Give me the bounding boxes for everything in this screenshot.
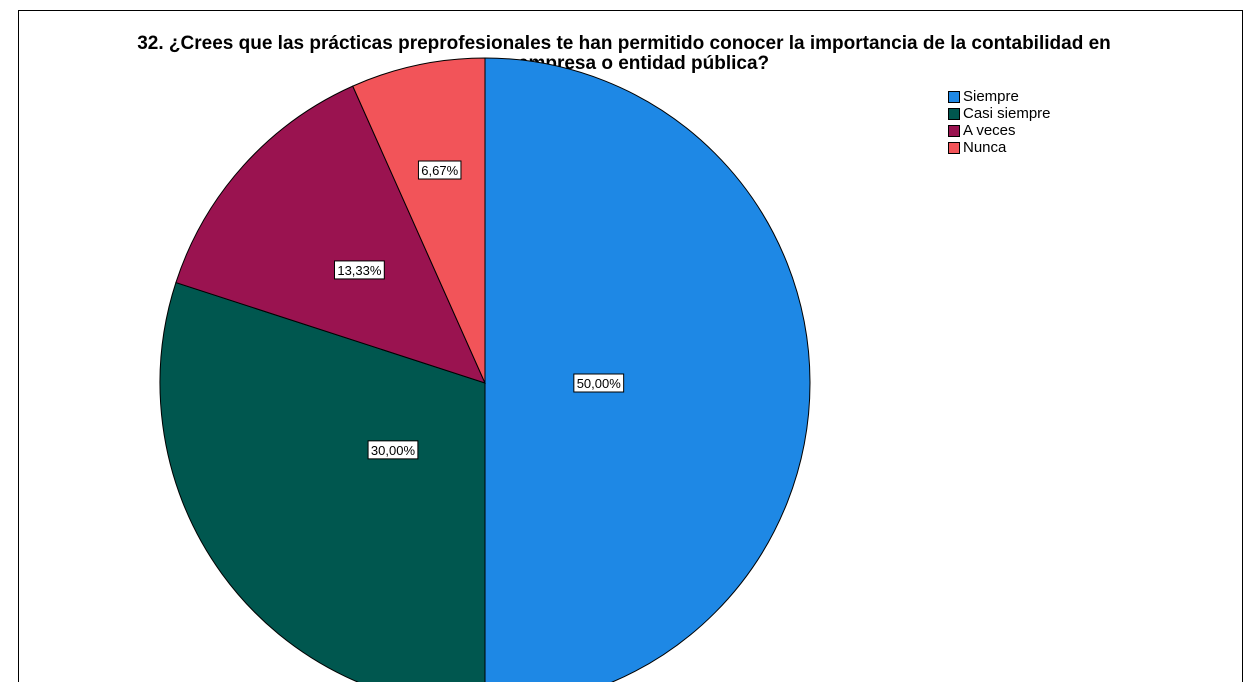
chart-title-line-1: 32. ¿Crees que las prácticas preprofesio… bbox=[137, 33, 1111, 54]
data-label-nunca: 6,67% bbox=[417, 160, 462, 180]
data-label-a-veces: 13,33% bbox=[333, 260, 385, 280]
legend-swatch-siempre bbox=[948, 90, 960, 103]
svg-text:6,67%: 6,67% bbox=[421, 163, 458, 178]
legend-label-siempre: Siempre bbox=[963, 88, 1019, 105]
legend-swatch-nunca bbox=[948, 141, 960, 154]
legend-item-nunca: Nunca bbox=[948, 139, 1051, 156]
legend-item-siempre: Siempre bbox=[948, 88, 1051, 105]
pie-slice-siempre bbox=[484, 57, 811, 682]
pie-slice-nunca bbox=[352, 57, 486, 384]
legend: Siempre Casi siempre A veces Nunca bbox=[948, 88, 1051, 156]
data-label-siempre: 50,00% bbox=[573, 373, 625, 393]
legend-label-a-veces: A veces bbox=[963, 122, 1016, 139]
legend-label-nunca: Nunca bbox=[963, 139, 1007, 156]
legend-item-a-veces: A veces bbox=[948, 122, 1051, 139]
svg-text:50,00%: 50,00% bbox=[577, 376, 622, 391]
svg-text:13,33%: 13,33% bbox=[337, 263, 382, 278]
legend-swatch-casi-siempre bbox=[948, 107, 960, 120]
svg-text:30,00%: 30,00% bbox=[371, 443, 416, 458]
data-label-casi-siempre: 30,00% bbox=[367, 440, 419, 460]
pie-slice-casi-siempre bbox=[159, 281, 486, 682]
legend-label-casi-siempre: Casi siempre bbox=[963, 105, 1051, 122]
pie-slice-a-veces bbox=[175, 85, 486, 384]
legend-item-casi-siempre: Casi siempre bbox=[948, 105, 1051, 122]
legend-swatch-a-veces bbox=[948, 124, 960, 137]
